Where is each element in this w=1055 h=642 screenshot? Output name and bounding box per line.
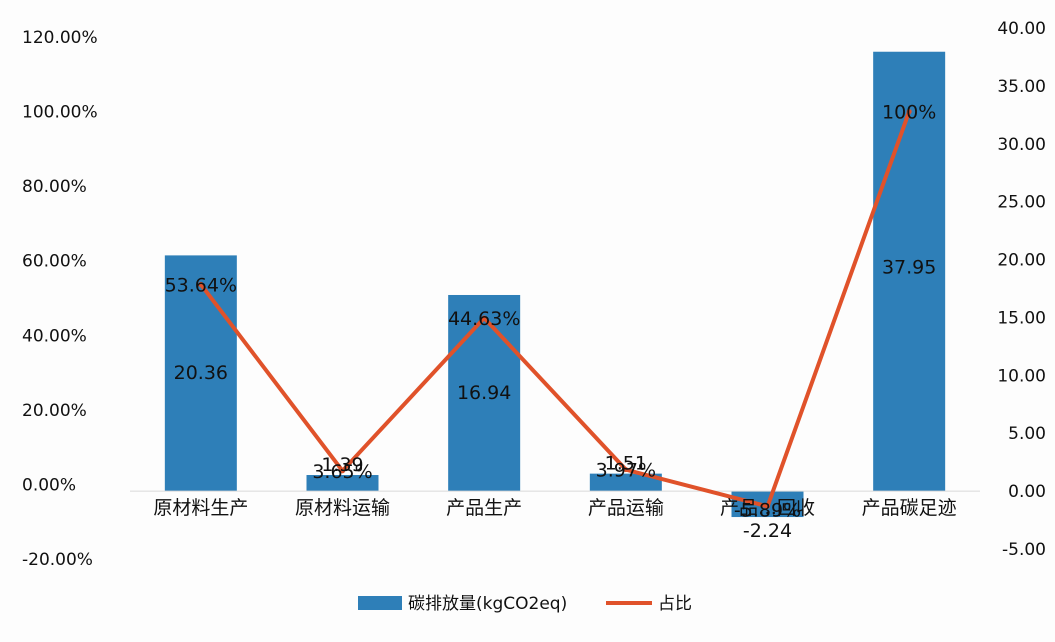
legend: 碳排放量(kgCO2eq) 占比 [358,594,692,614]
bar-data-label-4: -2.24 [743,520,792,542]
bar-0 [164,255,237,492]
legend-bar-label: 碳排放量(kgCO2eq) [408,594,567,614]
category-label-3: 产品运输 [588,497,664,519]
category-label-0: 原材料生产 [153,497,248,519]
right-tick-label: 25.00 [997,193,1046,213]
bar-data-label-3: 1.51 [605,453,647,475]
legend-line-label: 占比 [658,594,692,614]
bar-data-label-2: 16.94 [457,382,511,404]
category-label-1: 原材料运输 [295,497,390,519]
bar-data-label-5: 37.95 [882,257,936,279]
right-tick-label: 20.00 [997,251,1046,271]
right-tick-label: 35.00 [997,77,1046,97]
bar-data-label-1: 1.39 [321,454,363,476]
line-point-0 [198,281,204,287]
category-label-4: 产品…回收 [720,497,815,519]
line-data-label-4: -5.89% [734,499,801,521]
line-series [198,109,912,509]
right-y-axis: -5.00 0.00 5.00 10.00 15.00 20.00 25.00 30.00 35… [997,19,1046,560]
line-point-2 [481,315,487,321]
line-data-label-5: 100% [882,102,936,124]
left-tick-label: 20.00% [22,401,87,421]
bar-2 [448,294,521,492]
line-data-label-3: 3.97% [596,460,656,482]
right-tick-label: 15.00 [997,308,1046,328]
line-data-label-0: 53.64% [165,274,237,296]
right-tick-label: 40.00 [997,19,1046,39]
right-tick-label: 5.00 [1008,424,1046,444]
right-tick-label: 0.00 [1008,482,1046,502]
left-tick-label: 0.00% [22,475,76,495]
line-point-4 [765,503,770,509]
line-data-labels: 53.64% 3.65% 44.63% 3.97% -5.89% 100% [165,102,937,522]
right-tick-label: 30.00 [997,135,1046,155]
left-tick-label: -20.00% [22,550,93,570]
line-point-5 [906,109,912,115]
bar-series [164,51,946,518]
legend-bar-swatch [358,596,402,610]
left-tick-label: 40.00% [22,326,87,346]
bar-data-labels: 20.36 1.39 16.94 1.51 -2.24 37.95 [174,257,937,542]
right-tick-label: 10.00 [997,366,1046,386]
left-tick-label: 60.00% [22,252,87,272]
line-point-3 [623,467,629,473]
line-point-1 [340,468,345,474]
share-line [199,110,912,509]
bar-5 [873,51,946,492]
line-data-label-1: 3.65% [312,461,372,483]
bar-3 [589,473,662,492]
right-tick-label: -5.00 [1002,540,1046,560]
category-axis: 原材料生产 原材料运输 产品生产 产品运输 产品…回收 产品碳足迹 [153,497,956,519]
line-data-label-2: 44.63% [448,308,520,330]
category-label-5: 产品碳足迹 [862,497,957,519]
left-tick-label: 120.00% [22,28,98,48]
left-y-axis: -20.00% 0.00% 20.00% 40.00% 60.00% 80.00% 100.… [22,28,98,570]
left-tick-label: 100.00% [22,103,98,123]
left-tick-label: 80.00% [22,177,87,197]
category-label-2: 产品生产 [446,497,522,519]
bar-1 [306,475,379,492]
bar-data-label-0: 20.36 [174,362,228,384]
